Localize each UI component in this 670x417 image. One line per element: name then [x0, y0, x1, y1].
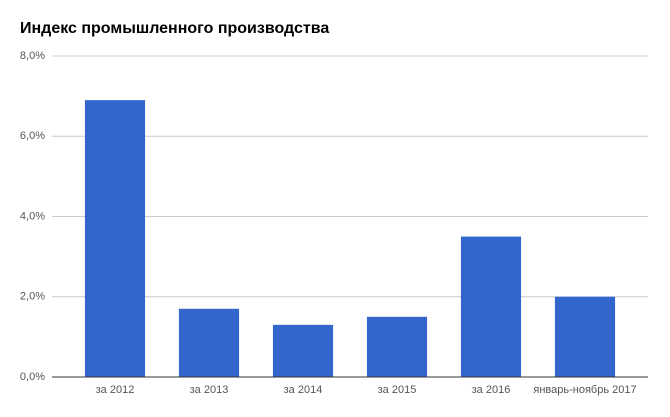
bar: [272, 324, 334, 377]
chart-title: Индекс промышленного производства: [20, 20, 329, 37]
x-tick-label: за 2015: [378, 384, 417, 396]
y-tick-label: 2,0%: [20, 291, 45, 303]
y-tick-label: 4,0%: [20, 210, 45, 222]
bar: [460, 236, 522, 377]
x-tick-label: за 2016: [472, 384, 511, 396]
y-tick-label: 0,0%: [20, 371, 45, 383]
x-tick-label: за 2014: [284, 384, 323, 396]
x-tick-label: за 2012: [96, 384, 135, 396]
bar: [178, 308, 240, 377]
y-tick-label: 6,0%: [20, 130, 45, 142]
y-tick-label: 8,0%: [20, 50, 45, 62]
bar: [554, 296, 616, 377]
bar: [84, 100, 146, 377]
bar: [366, 316, 428, 377]
x-tick-label: январь-ноябрь 2017: [533, 384, 636, 396]
x-tick-label: за 2013: [190, 384, 229, 396]
